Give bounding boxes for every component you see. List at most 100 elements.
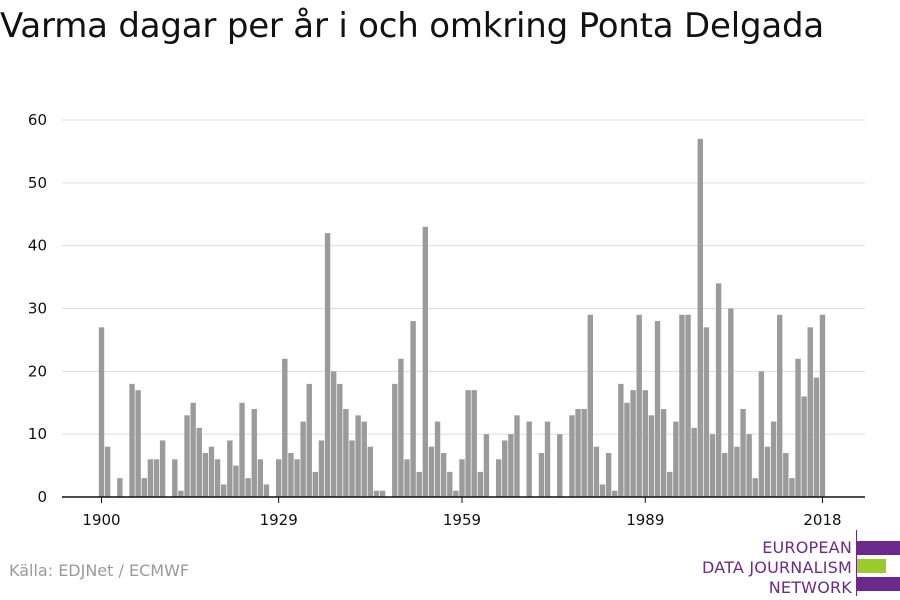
bar-1983 (605, 453, 612, 497)
y-tick-label: 0 (37, 488, 47, 506)
bar-1963 (483, 434, 490, 497)
y-tick-label: 40 (28, 237, 47, 255)
bar-2002 (722, 453, 728, 497)
bar-2010 (770, 421, 777, 497)
bar-2004 (734, 446, 740, 497)
bar-1999 (703, 327, 710, 497)
bar-1954 (428, 446, 435, 497)
bar-1970 (526, 421, 532, 497)
bar-1985 (618, 383, 624, 497)
y-axis-tick-labels: 0 10 20 30 40 50 60 (28, 111, 47, 506)
x-tick-label: 2018 (803, 511, 841, 529)
gridlines (62, 119, 865, 435)
bar-1981 (593, 446, 600, 497)
bar-1923 (239, 402, 245, 497)
y-tick-label: 20 (28, 362, 47, 380)
bar-1930 (282, 358, 288, 497)
x-axis: 1900 1929 1959 1989 2018 (62, 496, 865, 529)
bar-2008 (758, 371, 765, 497)
bar-1945 (373, 490, 380, 497)
bar-1924 (245, 478, 251, 497)
bar-1903 (117, 478, 123, 497)
bar-1995 (679, 314, 685, 497)
bar-2015 (801, 396, 807, 497)
bars (98, 138, 826, 497)
logo-bar-purple-top (857, 541, 900, 555)
bar-1935 (312, 471, 319, 497)
logo-line-3: NETWORK (768, 578, 852, 597)
bar-1957 (447, 471, 453, 497)
bar-1915 (190, 402, 196, 497)
bar-1952 (416, 471, 422, 497)
bar-2009 (764, 446, 771, 497)
bar-1910 (159, 440, 166, 497)
bar-1939 (337, 383, 343, 497)
bar-1994 (673, 421, 679, 497)
y-tick-label: 60 (28, 111, 47, 129)
bar-1967 (508, 434, 514, 497)
chart-title: Varma dagar per år i och omkring Ponta D… (0, 6, 824, 46)
bar-1932 (294, 459, 300, 497)
bar-1912 (172, 459, 178, 497)
bar-1941 (349, 440, 355, 497)
bar-1909 (153, 459, 160, 497)
bar-1965 (495, 459, 502, 497)
bar-1900 (98, 327, 105, 497)
bar-1921 (227, 440, 233, 497)
bar-1920 (221, 484, 227, 497)
bar-1987 (630, 390, 636, 497)
bar-1986 (624, 402, 630, 497)
bar-1905 (129, 383, 135, 497)
bar-1938 (330, 371, 337, 497)
bar-1990 (648, 415, 655, 497)
bar-1926 (257, 459, 264, 497)
bar-1960 (465, 390, 471, 497)
bar-1919 (214, 459, 221, 497)
bar-chart: 0 10 20 30 40 50 60 1900 1929 1959 1989 2018 (28, 111, 865, 529)
bar-1958 (453, 490, 459, 497)
bar-1951 (410, 321, 416, 497)
bar-2000 (709, 434, 716, 497)
bar-1968 (514, 415, 520, 497)
bar-1943 (361, 421, 367, 497)
bar-1927 (263, 484, 270, 497)
bar-1933 (300, 421, 306, 497)
bar-1961 (471, 390, 477, 497)
source-credit: Källa: EDJNet / ECMWF (9, 561, 190, 580)
bar-1913 (178, 490, 184, 497)
logo-bar-purple-bottom (857, 577, 900, 591)
bar-1908 (147, 459, 154, 497)
edjnet-logo[interactable]: EUROPEAN DATA JOURNALISM NETWORK (700, 530, 900, 598)
bar-1917 (202, 453, 209, 497)
bar-1934 (306, 383, 312, 497)
logo-line-2: DATA JOURNALISM (702, 558, 852, 577)
bar-1931 (288, 453, 294, 497)
bar-1922 (233, 465, 239, 497)
bar-1950 (404, 459, 410, 497)
bar-2001 (715, 283, 722, 497)
bar-1955 (434, 421, 441, 497)
bar-1929 (275, 459, 282, 497)
bar-1988 (636, 314, 642, 497)
bar-1977 (569, 415, 575, 497)
bar-1918 (208, 446, 215, 497)
bar-1978 (575, 409, 581, 497)
y-tick-label: 10 (28, 425, 47, 443)
bar-2012 (783, 453, 789, 497)
bar-1989 (642, 390, 648, 497)
logo-bar-green (857, 559, 886, 573)
bar-1991 (654, 321, 661, 497)
bar-2017 (813, 377, 820, 497)
bar-1984 (612, 490, 618, 497)
bar-2014 (795, 358, 801, 497)
x-tick-label: 1989 (626, 511, 664, 529)
bar-2007 (752, 478, 758, 497)
bar-1948 (392, 383, 398, 497)
bar-1966 (502, 440, 508, 497)
bar-2006 (746, 434, 752, 497)
bar-1942 (355, 415, 361, 497)
bar-1980 (587, 314, 593, 497)
logo-text: EUROPEAN DATA JOURNALISM NETWORK (702, 538, 852, 598)
bar-1901 (104, 446, 111, 497)
logo-line-1: EUROPEAN (762, 538, 852, 557)
